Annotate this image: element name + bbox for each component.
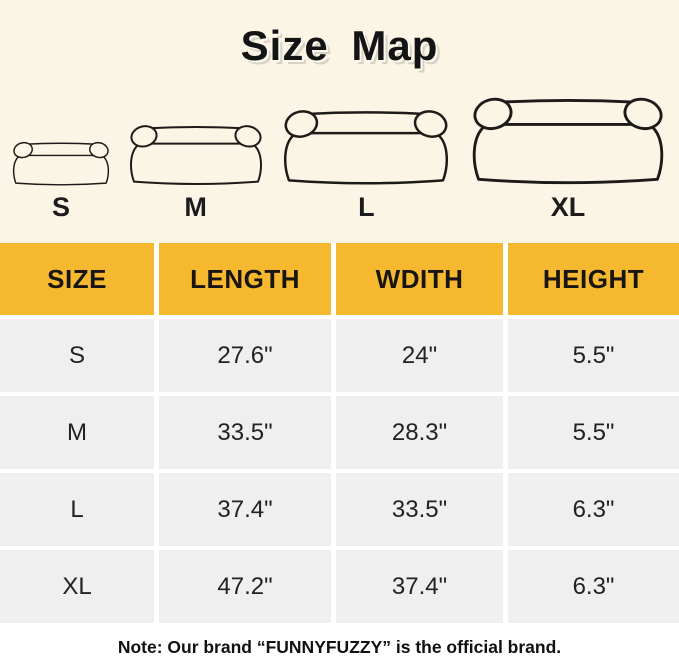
page-title: Size Map bbox=[240, 22, 439, 69]
cell-row-l-height: 6.3" bbox=[508, 473, 679, 546]
bed-size-label: S bbox=[51, 192, 70, 223]
bed-size-m: M bbox=[126, 117, 266, 221]
cell-row-m-length: 33.5" bbox=[159, 396, 332, 469]
bed-s-illustration-icon bbox=[12, 142, 110, 186]
bed-size-label: L bbox=[358, 192, 375, 223]
bed-l-illustration-icon bbox=[284, 110, 449, 185]
cell-row-s-length: 27.6" bbox=[159, 319, 332, 392]
cell-row-xl-height: 6.3" bbox=[508, 550, 679, 623]
cell-row-m-size: M bbox=[0, 396, 155, 469]
bed-size-label: M bbox=[184, 192, 207, 223]
bed-size-label: XL bbox=[550, 192, 586, 223]
bed-size-xl: XL bbox=[467, 86, 669, 221]
cell-row-m-width: 28.3" bbox=[336, 396, 504, 469]
bed-m-illustration-icon bbox=[129, 125, 262, 186]
header-cell-length: LENGTH bbox=[159, 243, 332, 315]
bed-size-s: S bbox=[10, 136, 112, 221]
brand-note: Note: Our brand “FUNNYFUZZY” is the offi… bbox=[117, 636, 562, 657]
bed-illustrations-row: S M L bbox=[0, 86, 679, 221]
header-cell-height: HEIGHT bbox=[508, 243, 679, 315]
cell-row-m-height: 5.5" bbox=[508, 396, 679, 469]
cell-row-s-height: 5.5" bbox=[508, 319, 679, 392]
cell-row-xl-length: 47.2" bbox=[159, 550, 332, 623]
size-table: SIZE LENGTH WDITH HEIGHT S 27.6" 24" 5.5… bbox=[0, 243, 679, 623]
cell-row-l-size: L bbox=[0, 473, 155, 546]
header-cell-width: WDITH bbox=[336, 243, 504, 315]
cell-row-xl-width: 37.4" bbox=[336, 550, 504, 623]
bed-xl-illustration-icon bbox=[472, 97, 664, 185]
header-cell-size: SIZE bbox=[0, 243, 155, 315]
cell-row-l-width: 33.5" bbox=[336, 473, 504, 546]
cell-row-s-width: 24" bbox=[336, 319, 504, 392]
cell-row-s-size: S bbox=[0, 319, 155, 392]
cell-row-xl-size: XL bbox=[0, 550, 155, 623]
bed-size-l: L bbox=[279, 100, 453, 221]
cell-row-l-length: 37.4" bbox=[159, 473, 332, 546]
top-section: Size Map S M bbox=[0, 0, 679, 243]
footer-section: Note: Our brand “FUNNYFUZZY” is the offi… bbox=[0, 623, 679, 671]
